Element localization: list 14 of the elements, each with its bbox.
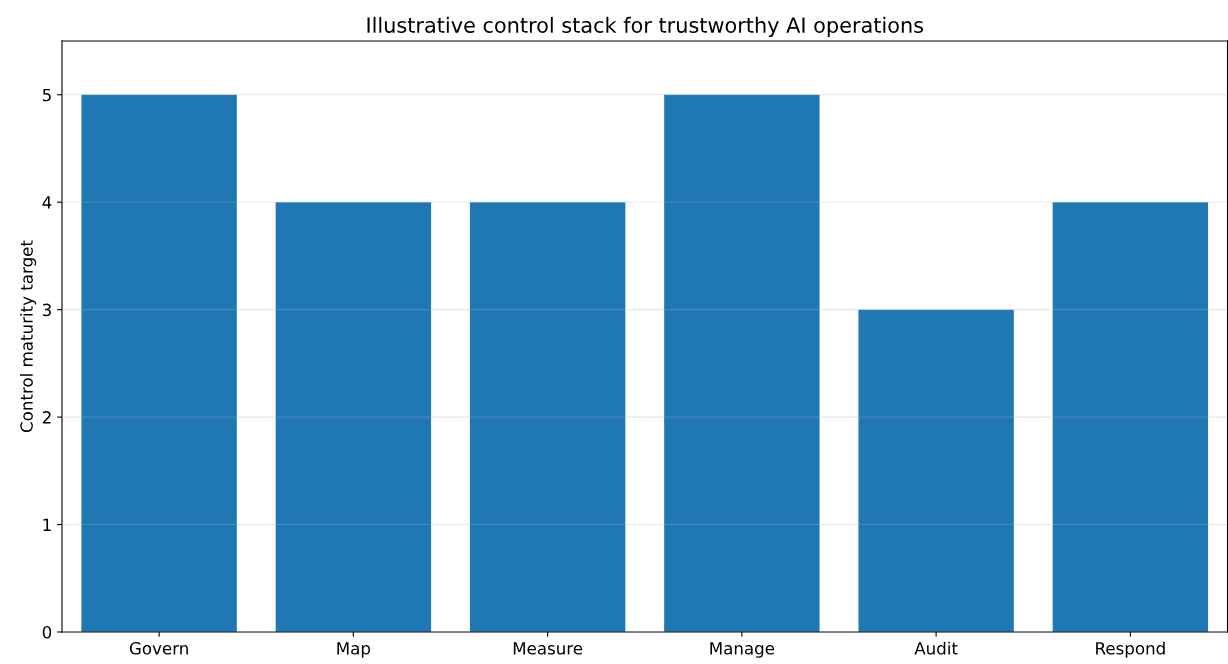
y-tick-label: 1 <box>43 518 51 531</box>
y-tick-label: 3 <box>42 303 51 317</box>
y-tick-label: 4 <box>42 196 52 209</box>
x-tick-label: Respond <box>1096 641 1165 658</box>
chart-title: Illustrative control stack for trustworthy AI operations <box>367 16 924 37</box>
y-axis-title: Control maturity target <box>19 240 37 433</box>
x-tick-label: Govern <box>129 642 188 655</box>
y-tick-label: 2 <box>42 411 51 424</box>
x-tick-label: Manage <box>710 642 775 658</box>
x-tick-label: Audit <box>914 641 958 655</box>
x-tick-label: Measure <box>513 642 583 655</box>
y-tick-label: 5 <box>42 88 51 102</box>
y-tick-label: 0 <box>42 625 52 639</box>
x-tick-label: Map <box>337 642 371 658</box>
